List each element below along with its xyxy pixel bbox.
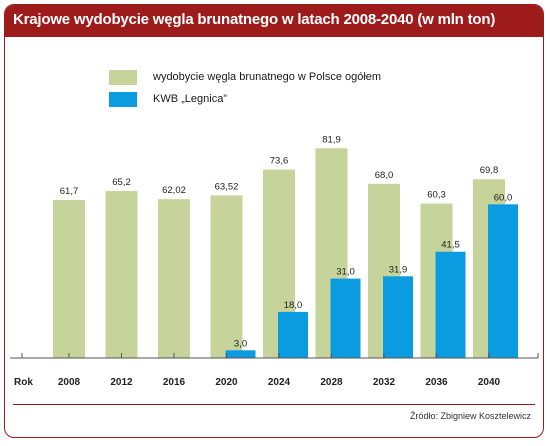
chart-title: Krajowe wydobycie węgla brunatnego w lat… bbox=[13, 11, 496, 28]
label-legnica-2024: 18,0 bbox=[284, 300, 303, 311]
label-total-2040: 69,8 bbox=[480, 165, 499, 176]
bar-total-2016 bbox=[158, 199, 190, 358]
legend-swatch-legnica bbox=[109, 91, 137, 107]
bar-legnica-2040 bbox=[488, 204, 518, 358]
bar-total-2008 bbox=[53, 199, 85, 358]
label-legnica-2028: 31,0 bbox=[336, 267, 355, 278]
chart-frame: Krajowe wydobycie węgla brunatnego w lat… bbox=[4, 4, 544, 438]
legend-label-poland: wydobycie węgla brunatnego w Polsce ogół… bbox=[153, 71, 382, 83]
x-tick-2020: 2020 bbox=[215, 377, 238, 388]
source-note: Źródło: Zbigniew Kosztelewicz bbox=[409, 411, 531, 421]
label-total-2032: 68,0 bbox=[375, 170, 394, 181]
label-total-2020: 63,52 bbox=[215, 181, 239, 192]
label-total-2036: 60,3 bbox=[427, 190, 446, 201]
bar-legnica-2032 bbox=[383, 276, 413, 358]
source-divider bbox=[13, 404, 535, 405]
x-axis-label: Rok bbox=[14, 377, 33, 388]
label-total-2012: 65,2 bbox=[112, 177, 131, 188]
legend-item-legnica: KWB „Legnica” bbox=[109, 91, 227, 107]
x-tick-2024: 2024 bbox=[268, 377, 291, 388]
bar-total-2012 bbox=[105, 191, 138, 358]
label-legnica-2020: 3,0 bbox=[234, 338, 247, 349]
title-bar: Krajowe wydobycie węgla brunatnego w lat… bbox=[5, 5, 543, 37]
bar-total-2020 bbox=[210, 195, 243, 358]
x-tick-2040: 2040 bbox=[478, 377, 501, 388]
label-total-2016: 62,02 bbox=[162, 185, 186, 196]
x-tick-2032: 2032 bbox=[373, 377, 396, 388]
bar-legnica-2036 bbox=[435, 251, 466, 358]
x-tick-2008: 2008 bbox=[58, 377, 81, 388]
legend-swatch-poland bbox=[109, 69, 137, 85]
bar-legnica-2020 bbox=[225, 350, 256, 358]
x-tick-2012: 2012 bbox=[110, 377, 133, 388]
label-legnica-2040: 60,0 bbox=[494, 192, 513, 203]
x-tick-2028: 2028 bbox=[320, 377, 343, 388]
x-tick-2036: 2036 bbox=[425, 377, 448, 388]
label-total-2008: 61,7 bbox=[60, 186, 79, 197]
label-total-2024: 73,6 bbox=[270, 156, 289, 167]
label-legnica-2036: 41,5 bbox=[441, 240, 460, 251]
label-total-2028: 81,9 bbox=[322, 134, 341, 145]
legend-item-poland: wydobycie węgla brunatnego w Polsce ogół… bbox=[109, 69, 381, 85]
label-legnica-2032: 31,9 bbox=[389, 264, 408, 275]
bar-legnica-2024 bbox=[278, 311, 308, 358]
x-tick-2016: 2016 bbox=[163, 377, 186, 388]
legend-label-legnica: KWB „Legnica” bbox=[153, 93, 227, 105]
bar-legnica-2028 bbox=[330, 278, 361, 358]
